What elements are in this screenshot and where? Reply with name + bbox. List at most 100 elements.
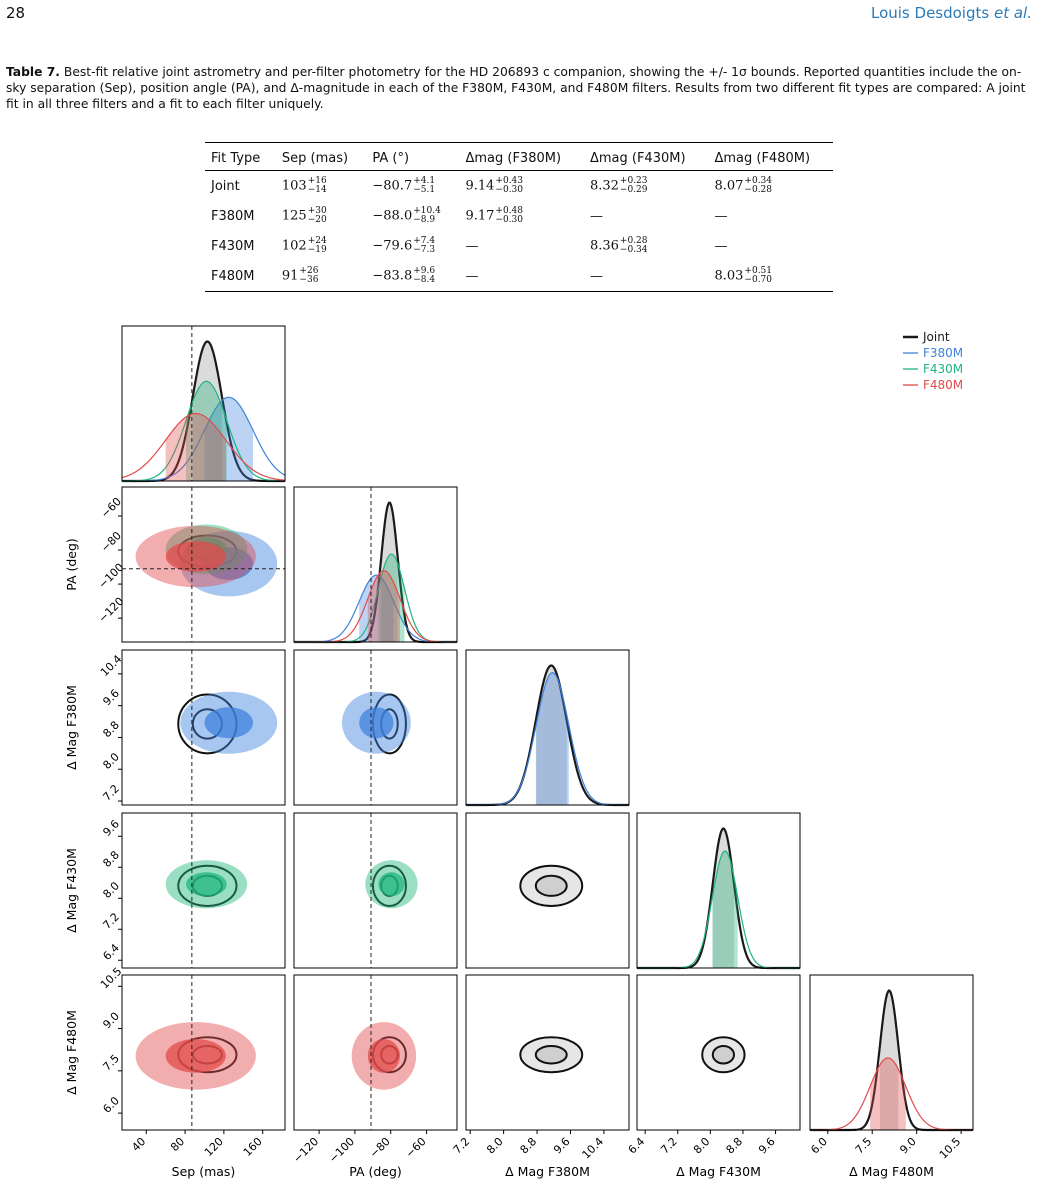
joint-contour xyxy=(711,1045,735,1065)
column-header: Sep (mas) xyxy=(275,142,367,171)
lower-bound: −8.4 xyxy=(413,275,436,285)
uncertainty: +0.51 −0.70 xyxy=(744,267,772,285)
x-tick-label: 9.0 xyxy=(897,1135,919,1157)
uncertainty: +10.4 −8.9 xyxy=(413,207,441,225)
y-tick-label: 6.4 xyxy=(100,941,122,963)
panel-frame xyxy=(636,812,801,969)
value-cell: 9.14 +0.43 −0.30 xyxy=(459,171,584,202)
value-cell: 102 +24 −19 xyxy=(276,231,367,261)
posterior-contour xyxy=(359,707,394,739)
x-tick-label: 6.0 xyxy=(808,1135,830,1157)
et-al: et al. xyxy=(993,4,1032,22)
posterior-contour xyxy=(378,872,405,897)
y-tick-label: −80 xyxy=(98,529,124,555)
sigma-band xyxy=(186,381,227,481)
upper-bound: +7.4 xyxy=(413,236,436,246)
y-tick-label: −60 xyxy=(98,495,124,521)
x-tick-label: 10.4 xyxy=(580,1135,607,1162)
x-axis-label: Δ Mag F380M xyxy=(505,1164,590,1179)
panel-frame xyxy=(636,974,801,1131)
sigma-band xyxy=(536,672,569,805)
x-tick-label: 160 xyxy=(241,1135,265,1159)
lower-bound: −7.3 xyxy=(413,245,436,255)
value: −79.6 xyxy=(372,238,413,254)
y-tick-label: 9.6 xyxy=(100,687,122,709)
upper-bound: +0.48 xyxy=(495,206,524,216)
panel-frame xyxy=(465,649,630,806)
posterior-contour xyxy=(367,1038,401,1073)
value: −80.7 xyxy=(372,178,413,194)
legend-label: Joint xyxy=(922,330,950,344)
uncertainty: +0.23 −0.29 xyxy=(620,177,648,195)
fit-type: Joint xyxy=(211,178,240,194)
x-tick-label: −60 xyxy=(403,1135,429,1161)
x-tick-label: 7.2 xyxy=(451,1135,473,1157)
lower-bound: −0.34 xyxy=(619,245,648,255)
y-axis-label: Δ Mag F430M xyxy=(64,848,79,933)
column-header: Δmag (F380M) xyxy=(459,142,584,171)
panel-frame xyxy=(465,974,630,1131)
sigma-band xyxy=(879,990,899,1130)
x-tick-label: −100 xyxy=(326,1135,357,1166)
lower-bound: −0.70 xyxy=(744,275,773,285)
upper-bound: +9.6 xyxy=(413,266,436,276)
panel-frame xyxy=(465,812,630,969)
density-curve xyxy=(121,412,286,481)
empty-cell: — xyxy=(589,268,603,284)
value-cell: 91 +26 −36 xyxy=(276,261,367,292)
y-tick-label: 7.2 xyxy=(100,782,122,804)
uncertainty: +7.4 −7.3 xyxy=(413,237,435,255)
posterior-contour xyxy=(165,1038,226,1073)
uncertainty: +0.28 −0.34 xyxy=(620,237,648,255)
y-tick-label: 7.2 xyxy=(100,910,122,932)
caption-label: Table 7. xyxy=(6,65,60,79)
uncertainty: +0.34 −0.28 xyxy=(744,177,772,195)
value: 103 xyxy=(281,178,307,194)
joint-contour xyxy=(371,864,407,907)
panel-frame xyxy=(121,649,286,806)
uncertainty: +16 −14 xyxy=(308,177,327,195)
x-tick-label: 9.6 xyxy=(551,1135,573,1157)
value: 8.03 xyxy=(714,268,744,284)
upper-bound: +24 xyxy=(307,236,327,246)
value-cell: −79.6 +7.4 −7.3 xyxy=(366,231,459,261)
panel-frame xyxy=(293,649,458,806)
sigma-band xyxy=(204,397,253,481)
y-tick-label: 6.0 xyxy=(100,1094,122,1116)
x-tick-label: 40 xyxy=(129,1135,148,1154)
posterior-contour xyxy=(186,872,227,897)
value: 8.32 xyxy=(589,178,619,194)
y-tick-label: 8.0 xyxy=(100,879,122,901)
value-cell: 103 +16 −14 xyxy=(276,171,367,202)
results-table: Fit Type Sep (mas) PA (°) Δmag (F380M) Δmag … xyxy=(205,142,833,292)
panel-frame xyxy=(809,974,974,1131)
sigma-band xyxy=(712,828,734,968)
x-tick-label: 9.6 xyxy=(756,1135,778,1157)
value: 9.14 xyxy=(465,178,495,194)
caption-text: Best-fit relative joint astrometry and p… xyxy=(6,65,1026,111)
panel-frame xyxy=(121,325,286,482)
panel-frame xyxy=(121,812,286,969)
lower-bound: −8.9 xyxy=(413,215,436,225)
sigma-band xyxy=(712,851,738,968)
column-header: Δmag (F480M) xyxy=(708,142,833,171)
upper-bound: +0.43 xyxy=(495,176,524,186)
posterior-contour xyxy=(165,541,226,572)
authors: Louis Desdoigts xyxy=(870,4,990,22)
x-axis-label: Δ Mag F480M xyxy=(849,1164,934,1179)
x-axis-label: Δ Mag F430M xyxy=(676,1164,761,1179)
panel-frame xyxy=(293,974,458,1131)
lower-bound: −0.30 xyxy=(495,215,524,225)
value: 91 xyxy=(281,268,299,284)
lower-bound: −36 xyxy=(299,275,319,285)
uncertainty: +0.48 −0.30 xyxy=(495,207,523,225)
uncertainty: +0.43 −0.30 xyxy=(495,177,523,195)
fit-type: F480M xyxy=(211,268,255,284)
joint-contour xyxy=(534,874,568,897)
upper-bound: +26 xyxy=(299,266,319,276)
upper-bound: +0.51 xyxy=(744,266,773,276)
y-tick-label: 8.8 xyxy=(100,848,122,870)
value-cell: 8.07 +0.34 −0.28 xyxy=(708,171,833,202)
empty-cell: — xyxy=(714,238,728,254)
value-cell: 8.03 +0.51 −0.70 xyxy=(708,261,833,292)
